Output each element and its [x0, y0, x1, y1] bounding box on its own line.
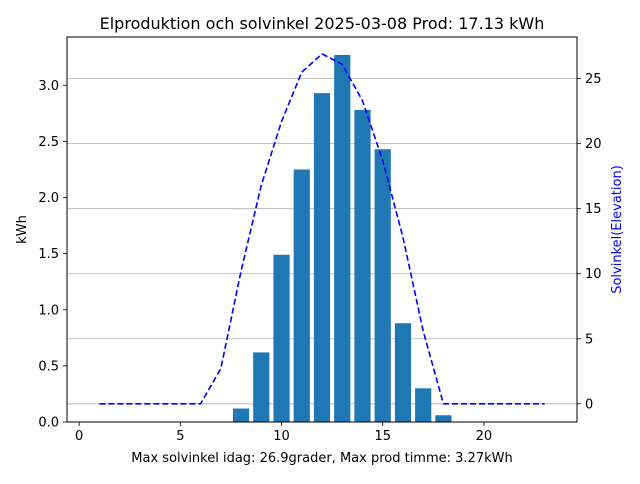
plot-frame: [66, 36, 578, 423]
bar: [394, 323, 412, 422]
y-tick-label: 3.0: [38, 79, 59, 94]
y-right-tick-label: 15: [585, 202, 602, 217]
bar: [313, 93, 331, 423]
y-right-tick-label: 5: [585, 332, 593, 347]
y-tick-label: 1.5: [38, 247, 59, 262]
bar: [374, 149, 391, 422]
y-tick-label: 0.5: [38, 359, 59, 374]
chart-title: Elproduktion och solvinkel 2025-03-08 Pr…: [100, 14, 545, 33]
x-tick-label: 0: [75, 429, 83, 444]
y-tick-label: 1.0: [38, 303, 59, 318]
y-right-tick-label: 25: [585, 72, 602, 87]
y-tick-label: 2.0: [38, 191, 59, 206]
bar: [253, 352, 270, 422]
line-layer: [99, 52, 545, 405]
x-tick-label: 20: [476, 429, 493, 444]
y-axis-label: kWh: [15, 215, 30, 244]
bar: [435, 415, 452, 422]
x-tick-label: 10: [273, 429, 290, 444]
y-tick-label: 2.5: [38, 135, 59, 150]
bar: [415, 388, 432, 422]
x-axis-label: Max solvinkel idag: 26.9grader, Max prod…: [131, 451, 512, 466]
y-right-tick-label: 10: [585, 267, 602, 282]
bar: [354, 109, 371, 423]
x-axis-ticks: 0 5 10 15 20: [75, 422, 492, 444]
bar: [232, 408, 250, 422]
y-tick-label: 0.0: [38, 416, 59, 431]
x-tick-label: 5: [176, 429, 184, 444]
bar: [293, 169, 310, 422]
y-axis-right-ticks: 0 5 10 15 20 25: [577, 72, 602, 412]
y-axis-right-label: Solvinkel(Elevation): [610, 165, 625, 294]
y-right-tick-label: 0: [585, 397, 593, 412]
elevation-line: [99, 52, 545, 405]
bar: [334, 54, 351, 423]
x-tick-label: 15: [374, 429, 391, 444]
bar-layer: [232, 54, 452, 423]
y-right-tick-label: 20: [585, 137, 602, 152]
bar: [273, 254, 290, 422]
y-axis-left-ticks: 0.0 0.5 1.0 1.5 2.0 2.5 3.0: [38, 79, 67, 431]
